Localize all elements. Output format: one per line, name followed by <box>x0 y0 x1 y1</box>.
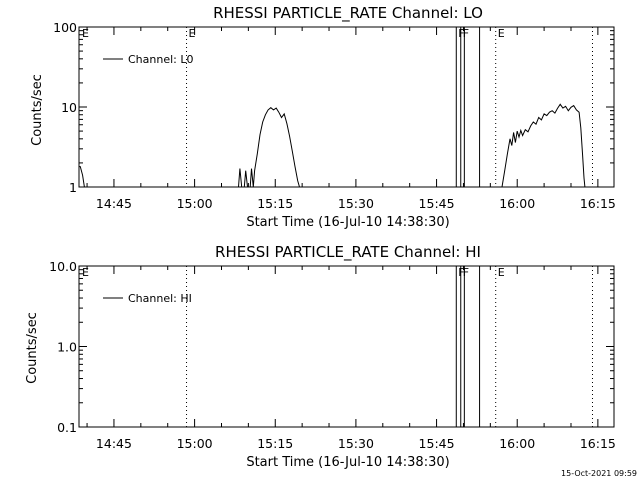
x-tick-label: 16:15 <box>580 196 616 211</box>
x-axis-title: Start Time (16-Jul-10 14:38:30) <box>246 455 449 470</box>
corner-label: E <box>82 27 89 40</box>
y-tick-label: 10.0 <box>49 259 77 274</box>
x-tick-label: 15:15 <box>257 436 293 451</box>
panel-hi-channel: RHESSI PARTICLE_RATE Channel: HI Start T… <box>25 243 616 470</box>
y-tick-label: 1 <box>69 180 77 195</box>
event-marker-label: F <box>463 27 469 40</box>
y-tick-label: 10 <box>61 100 77 115</box>
chart-title: RHESSI PARTICLE_RATE Channel: LO <box>213 4 483 23</box>
y-tick-label: 100 <box>53 20 77 35</box>
x-tick-label: 15:00 <box>177 436 213 451</box>
series-line <box>238 107 300 188</box>
x-tick-label: 14:45 <box>96 196 132 211</box>
x-tick-label: 14:45 <box>96 436 132 451</box>
series-line <box>79 166 85 188</box>
event-marker-label: F <box>463 266 469 279</box>
event-marker-label: E <box>498 27 505 40</box>
y-tick-label: 0.1 <box>57 420 77 435</box>
event-marker-label: F <box>458 27 464 40</box>
x-tick-label: 16:15 <box>580 436 616 451</box>
legend-label: Channel: L0 <box>128 53 194 66</box>
x-tick-label: 15:00 <box>177 196 213 211</box>
x-tick-label: 16:00 <box>499 196 535 211</box>
series-line <box>501 103 586 188</box>
x-tick-label: 15:15 <box>257 196 293 211</box>
x-tick-label: 15:45 <box>419 436 455 451</box>
event-marker-label: E <box>498 266 505 279</box>
x-axis-title: Start Time (16-Jul-10 14:38:30) <box>246 215 449 230</box>
x-tick-label: 16:00 <box>499 436 535 451</box>
corner-label: E <box>82 266 89 279</box>
chart-title: RHESSI PARTICLE_RATE Channel: HI <box>215 243 481 262</box>
panel-lo-channel: RHESSI PARTICLE_RATE Channel: LO Start T… <box>30 4 616 230</box>
legend-label: Channel: HI <box>128 292 192 305</box>
y-axis-title: Counts/sec <box>25 312 40 384</box>
y-axis-title: Counts/sec <box>30 74 45 146</box>
footer-timestamp: 15-Oct-2021 09:59 <box>561 469 637 478</box>
y-tick-label: 1.0 <box>57 340 77 355</box>
event-marker-label: E <box>189 27 196 40</box>
x-tick-label: 15:30 <box>338 196 374 211</box>
event-marker-label: F <box>458 266 464 279</box>
x-tick-label: 15:30 <box>338 436 374 451</box>
x-tick-label: 15:45 <box>419 196 455 211</box>
